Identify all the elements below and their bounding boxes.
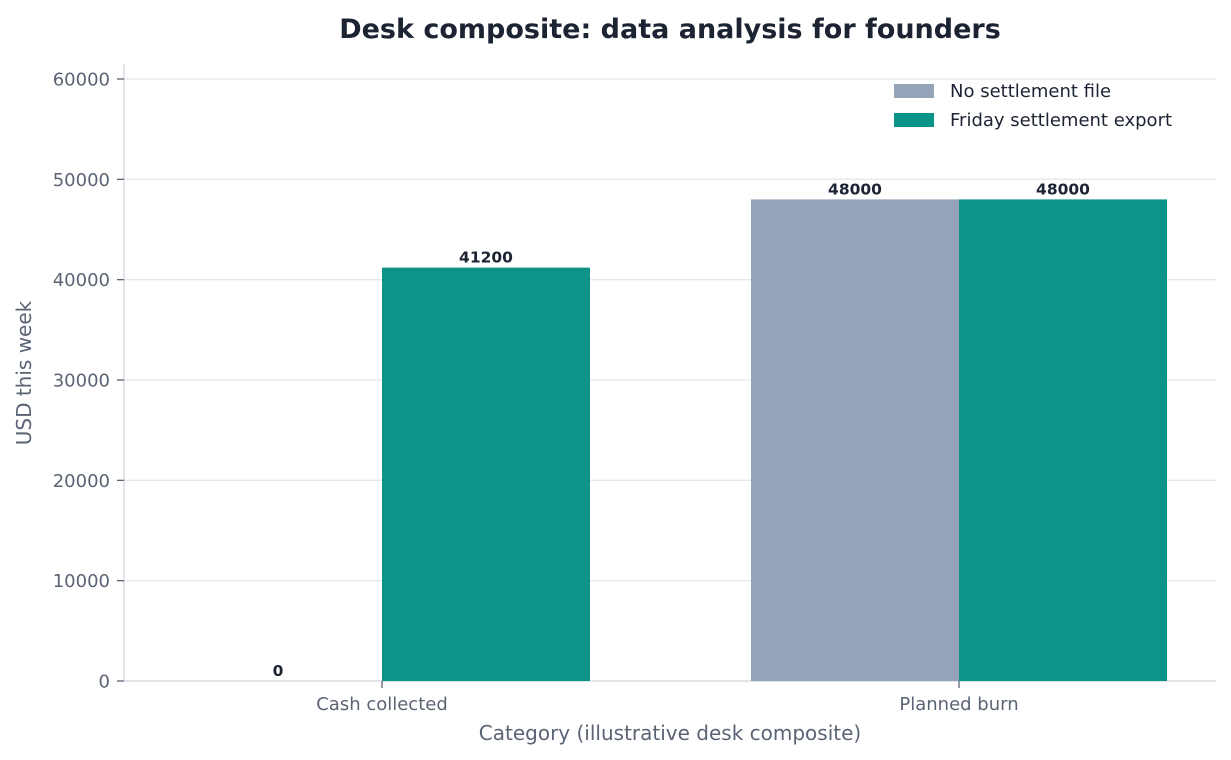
legend-label: Friday settlement export xyxy=(950,110,1172,131)
x-tick-label: Planned burn xyxy=(899,694,1018,715)
y-axis-label: USD this week xyxy=(12,300,36,445)
gridlines xyxy=(124,78,1216,682)
bar-value-label: 48000 xyxy=(828,180,882,198)
bars xyxy=(382,199,1167,681)
bar xyxy=(751,199,959,681)
data-labels: 0 41200 48000 48000 xyxy=(273,180,1091,680)
bar-value-label: 41200 xyxy=(459,249,513,267)
axis-ticks: 0 10000 20000 30000 40000 50000 60000 Cash coll… xyxy=(53,70,1019,716)
legend-swatch xyxy=(894,113,934,127)
y-tick-label: 0 xyxy=(99,672,110,693)
legend-swatch xyxy=(894,84,934,98)
y-tick-label: 30000 xyxy=(53,371,110,392)
y-tick-label: 20000 xyxy=(53,471,110,492)
x-tick-label: Cash collected xyxy=(316,694,448,715)
y-tick-label: 40000 xyxy=(53,270,110,291)
bar-value-label: 0 xyxy=(273,662,284,680)
x-axis-label: Category (illustrative desk composite) xyxy=(479,721,861,745)
chart-title: Desk composite: data analysis for founde… xyxy=(339,14,1001,45)
bar xyxy=(959,199,1167,681)
legend: No settlement file Friday settlement expo… xyxy=(894,81,1172,131)
bar xyxy=(382,267,590,681)
y-tick-label: 50000 xyxy=(53,170,110,191)
y-tick-label: 60000 xyxy=(53,70,110,91)
bar-value-label: 48000 xyxy=(1036,180,1090,198)
y-tick-label: 10000 xyxy=(53,571,110,592)
legend-label: No settlement file xyxy=(950,81,1111,102)
